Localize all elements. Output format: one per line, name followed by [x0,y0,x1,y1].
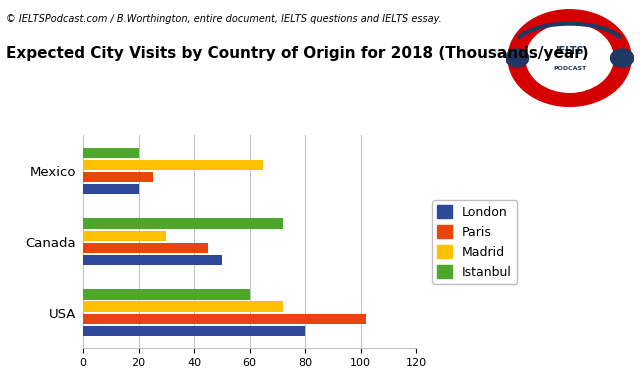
Bar [83,231,166,241]
Bar [83,184,139,194]
Text: © IELTSPodcast.com / B.Worthington, entire document, IELTS questions and IELTS e: © IELTSPodcast.com / B.Worthington, enti… [6,14,442,24]
Legend: London, Paris, Madrid, Istanbul: London, Paris, Madrid, Istanbul [432,200,517,284]
Bar [83,255,222,265]
Circle shape [506,49,529,67]
Bar [83,172,152,182]
Circle shape [526,24,613,92]
Text: IELTS: IELTS [556,46,584,56]
Text: PODCAST: PODCAST [553,66,586,70]
Circle shape [611,49,634,67]
Bar [83,243,208,253]
Circle shape [508,10,631,106]
Bar [83,289,250,300]
Bar [83,301,283,312]
Bar [83,325,305,336]
Bar [83,147,139,158]
Bar [83,313,366,324]
Bar [83,219,283,229]
Bar [83,159,264,170]
Text: Expected City Visits by Country of Origin for 2018 (Thousands/year): Expected City Visits by Country of Origi… [6,46,589,62]
